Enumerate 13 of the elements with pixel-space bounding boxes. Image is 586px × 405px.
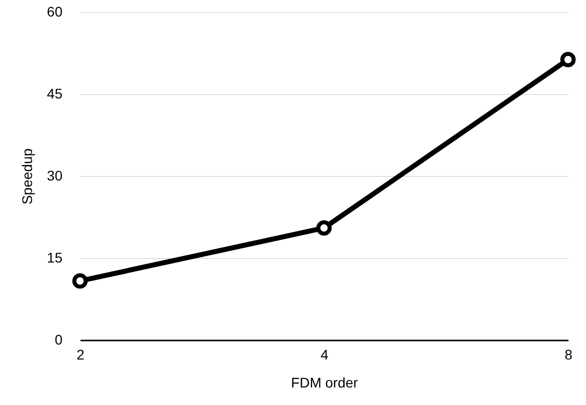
point [560,52,576,68]
y-tick-label: 0 [54,332,63,348]
y-tick-label: 45 [46,86,63,102]
x-axis-title: FDM order [291,374,358,390]
x-tick-label: 4 [320,346,329,362]
y-tick-label: 60 [46,4,63,20]
x-tick-label: 2 [76,346,85,362]
y-tick-label: 15 [46,250,63,266]
x-tick-label: 8 [564,346,573,362]
point [316,220,332,236]
y-tick-label: 30 [46,168,63,184]
point [72,273,88,289]
y-axis-title: Speedup [18,148,35,205]
